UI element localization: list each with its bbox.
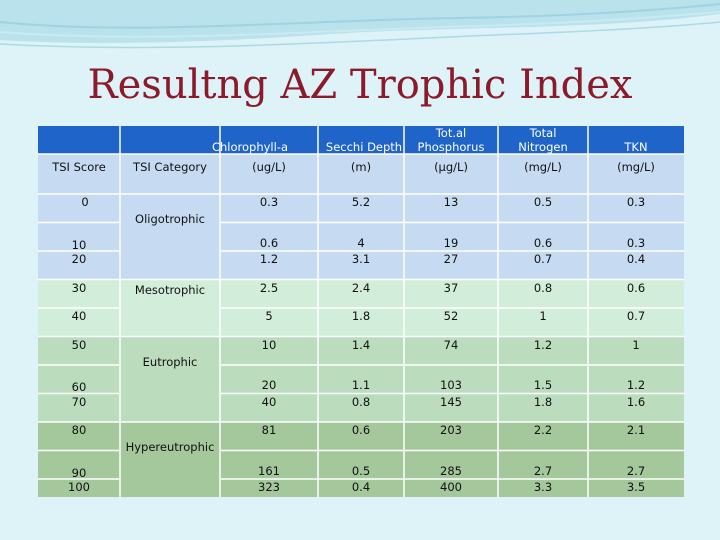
- cell-tn-tsi-100: 3.3: [533, 480, 553, 494]
- tsi-score-90: 90: [71, 465, 87, 480]
- cell-chl-tsi-0: 0.3: [259, 195, 279, 209]
- cell-secchi-tsi-70: 0.8: [351, 394, 371, 409]
- cell-tn-tsi-0: 0.5: [533, 195, 553, 209]
- tsi-score-50: 50: [71, 337, 87, 352]
- cell-tkn-tsi-60: 1.2: [626, 378, 646, 392]
- cell-chl-tsi-40: 5: [265, 309, 273, 323]
- tsi-score-100: 100: [68, 480, 90, 494]
- cell-secchi-tsi-90: 0.5: [351, 463, 371, 478]
- cell-tn-tsi-90: 2.7: [533, 463, 553, 478]
- tsi-score-0: 0: [81, 195, 89, 209]
- cell-secchi-tsi-20: 3.1: [351, 252, 371, 266]
- table-background: [38, 126, 684, 497]
- cell-tkn-tsi-30: 0.6: [626, 280, 646, 295]
- cell-tkn-tsi-80: 2.1: [626, 423, 646, 437]
- cell-secchi-tsi-40: 1.8: [351, 309, 371, 323]
- cell-secchi-tsi-50: 1.4: [351, 337, 371, 352]
- cell-tn-tsi-60: 1.5: [533, 378, 553, 392]
- cell-tkn-tsi-10: 0.3: [626, 235, 646, 250]
- tsi-score-60: 60: [71, 380, 87, 394]
- header-secchi: Secchi Depth: [325, 140, 403, 154]
- cell-chl-tsi-10: 0.6: [259, 235, 279, 250]
- cell-secchi-tsi-60: 1.1: [351, 378, 371, 392]
- header-chlorophyll: Chlorophyll-a: [211, 140, 289, 154]
- tsi-score-40: 40: [71, 309, 87, 323]
- subheader-secchi-unit: (m): [350, 160, 372, 174]
- category-label-eutrophic: Eutrophic: [142, 354, 198, 369]
- page-title: Resultng AZ Trophic Index: [87, 62, 633, 108]
- cell-tp-tsi-0: 13: [443, 195, 459, 209]
- trophic-index-table: Chlorophyll-a Secchi Depth Tot.al Phosphoru…: [38, 126, 684, 497]
- header-tkn: TKN: [624, 140, 648, 154]
- cell-tp-tsi-10: 19: [443, 235, 459, 250]
- cell-chl-tsi-20: 1.2: [259, 252, 279, 266]
- cell-tn-tsi-70: 1.8: [533, 394, 553, 409]
- cell-chl-tsi-30: 2.5: [259, 280, 279, 295]
- cell-tp-tsi-20: 27: [443, 252, 459, 266]
- cell-chl-tsi-50: 10: [261, 337, 277, 352]
- cell-tp-tsi-80: 203: [440, 423, 462, 437]
- cell-tp-tsi-30: 37: [443, 280, 459, 295]
- cell-chl-tsi-100: 323: [258, 480, 280, 494]
- category-label-mesotrophic: Mesotrophic: [134, 282, 206, 297]
- header-nitrogen-line2: Nitrogen: [518, 140, 568, 154]
- cell-tn-tsi-80: 2.2: [533, 423, 553, 437]
- category-block-hypereutrophic: [120, 422, 220, 497]
- header-nitrogen-line1: Total: [529, 126, 557, 140]
- cell-tkn-tsi-70: 1.6: [626, 394, 646, 409]
- cell-secchi-tsi-0: 5.2: [351, 195, 371, 209]
- cell-chl-tsi-60: 20: [261, 378, 277, 392]
- cell-tkn-tsi-20: 0.4: [626, 252, 646, 266]
- cell-tkn-tsi-90: 2.7: [626, 463, 646, 478]
- cell-tp-tsi-60: 103: [440, 378, 462, 392]
- cell-tp-tsi-50: 74: [443, 337, 459, 352]
- cell-tn-tsi-10: 0.6: [533, 235, 553, 250]
- category-block-mesotrophic: [120, 279, 220, 337]
- cell-tp-tsi-40: 52: [443, 309, 459, 323]
- cell-chl-tsi-90: 161: [258, 463, 280, 478]
- header-phosphorus-line2: Phosphorus: [417, 140, 485, 154]
- decorative-wave-header: [0, 0, 720, 49]
- tsi-score-10: 10: [71, 237, 87, 252]
- category-label-hypereutrophic: Hypereutrophic: [125, 440, 215, 455]
- subheader-phosphorus-unit: (μg/L): [434, 160, 468, 174]
- cell-secchi-tsi-30: 2.4: [351, 280, 371, 295]
- cell-tp-tsi-100: 400: [440, 480, 462, 494]
- cell-tkn-tsi-100: 3.5: [626, 480, 646, 494]
- cell-chl-tsi-70: 40: [261, 394, 277, 409]
- cell-secchi-tsi-10: 4: [357, 235, 365, 250]
- cell-tkn-tsi-40: 0.7: [626, 309, 646, 323]
- cell-chl-tsi-80: 81: [261, 423, 277, 437]
- tsi-score-70: 70: [71, 394, 87, 409]
- subheader-tkn-unit: (mg/L): [617, 160, 655, 174]
- header-band: [38, 126, 684, 154]
- subheader-tsi-category: TSI Category: [133, 160, 207, 174]
- cell-secchi-tsi-80: 0.6: [351, 423, 371, 437]
- subheader-tsi-score: TSI Score: [52, 160, 106, 174]
- cell-tn-tsi-30: 0.8: [533, 280, 553, 295]
- cell-secchi-tsi-100: 0.4: [351, 480, 371, 494]
- header-phosphorus-line1: Tot.al: [435, 126, 467, 140]
- tsi-score-20: 20: [71, 252, 87, 266]
- cell-tp-tsi-90: 285: [440, 463, 462, 478]
- cell-tp-tsi-70: 145: [440, 394, 462, 409]
- category-block-eutrophic: [120, 336, 220, 422]
- category-label-oligotrophic: Oligotrophic: [135, 212, 205, 227]
- subheader-band: [38, 154, 684, 194]
- tsi-score-30: 30: [71, 280, 87, 295]
- cell-tn-tsi-50: 1.2: [533, 337, 553, 352]
- cell-tn-tsi-40: 1: [539, 309, 547, 323]
- subheader-nitrogen-unit: (mg/L): [524, 160, 562, 174]
- cell-tkn-tsi-0: 0.3: [626, 195, 646, 209]
- subheader-chlorophyll-unit: (ug/L): [252, 160, 286, 174]
- cell-tn-tsi-20: 0.7: [533, 252, 553, 266]
- tsi-score-80: 80: [71, 423, 87, 437]
- category-block-oligotrophic: [120, 194, 220, 280]
- cell-tkn-tsi-50: 1: [632, 337, 640, 352]
